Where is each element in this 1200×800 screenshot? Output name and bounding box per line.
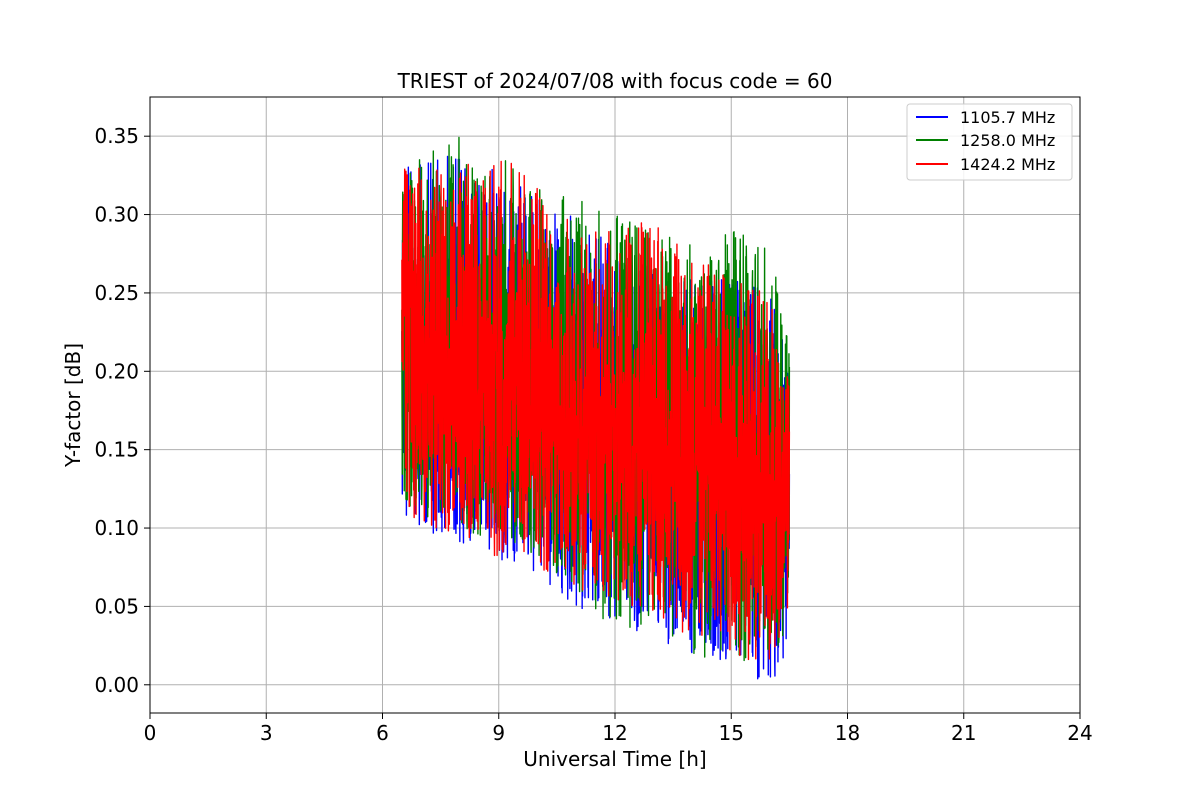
legend-label-3: 1424.2 MHz — [960, 155, 1055, 174]
y-tick-label: 0.15 — [94, 438, 139, 462]
series-line-3 — [401, 160, 791, 661]
x-tick-label: 18 — [835, 721, 860, 745]
series-group — [401, 136, 791, 680]
y-tick-label: 0.30 — [94, 203, 139, 227]
y-tick-label: 0.10 — [94, 516, 139, 540]
x-axis-label: Universal Time [h] — [523, 747, 706, 771]
y-axis-ticks: 0.00 0.05 0.10 0.15 0.20 0.25 0.30 0.35 — [94, 124, 150, 697]
legend-label-2: 1258.0 MHz — [960, 131, 1055, 150]
x-tick-label: 6 — [376, 721, 389, 745]
y-axis-label: Y-factor [dB] — [61, 343, 85, 468]
x-tick-label: 3 — [260, 721, 273, 745]
x-tick-label: 0 — [144, 721, 157, 745]
y-tick-label: 0.00 — [94, 673, 139, 697]
x-tick-label: 21 — [951, 721, 976, 745]
x-tick-label: 24 — [1067, 721, 1092, 745]
y-tick-label: 0.35 — [94, 124, 139, 148]
legend-label-1: 1105.7 MHz — [960, 108, 1055, 127]
legend-box — [906, 103, 1073, 181]
x-tick-label: 15 — [719, 721, 744, 745]
y-tick-label: 0.05 — [94, 594, 139, 618]
x-tick-label: 12 — [602, 721, 627, 745]
y-tick-label: 0.20 — [94, 359, 139, 383]
x-tick-label: 9 — [492, 721, 505, 745]
legend: 1105.7 MHz 1258.0 MHz 1424.2 MHz — [906, 103, 1073, 181]
chart-title: TRIEST of 2024/07/08 with focus code = 6… — [397, 69, 833, 93]
y-tick-label: 0.25 — [94, 281, 139, 305]
x-axis-ticks: 0 3 6 9 12 15 18 21 24 — [144, 713, 1093, 745]
